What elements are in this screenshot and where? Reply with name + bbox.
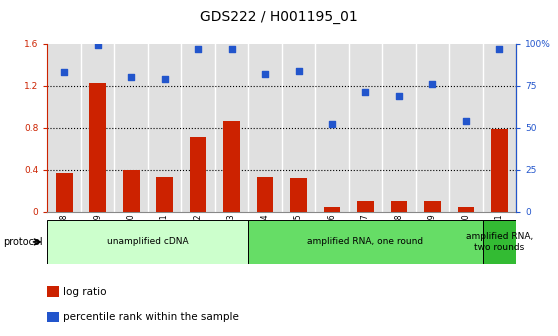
Bar [47, 311, 59, 322]
Bar [382, 44, 416, 212]
Point [261, 71, 270, 77]
Point [395, 93, 403, 98]
Point [227, 46, 236, 51]
Bar [349, 44, 382, 212]
Bar [114, 44, 148, 212]
Bar [248, 220, 483, 264]
Bar [324, 208, 340, 212]
Bar [315, 44, 349, 212]
Text: percentile rank within the sample: percentile rank within the sample [63, 312, 239, 322]
Bar [424, 201, 441, 212]
Bar [282, 44, 315, 212]
Point [495, 46, 504, 51]
Point [60, 70, 69, 75]
Text: GDS222 / H001195_01: GDS222 / H001195_01 [200, 10, 358, 24]
Text: amplified RNA,
two rounds: amplified RNA, two rounds [466, 232, 533, 252]
Bar [357, 201, 374, 212]
Bar [458, 208, 474, 212]
Point [294, 68, 303, 73]
Bar [248, 44, 282, 212]
Bar [483, 220, 516, 264]
Bar [483, 44, 516, 212]
Point [127, 75, 136, 80]
Point [328, 122, 336, 127]
Point [194, 46, 203, 51]
Bar [47, 286, 59, 297]
Bar [190, 137, 206, 212]
Bar [47, 44, 81, 212]
Bar [416, 44, 449, 212]
Bar [215, 44, 248, 212]
Bar [47, 220, 248, 264]
Bar [449, 44, 483, 212]
Text: amplified RNA, one round: amplified RNA, one round [307, 238, 424, 246]
Bar [156, 177, 173, 212]
Bar [89, 83, 106, 212]
Bar [123, 170, 140, 212]
Point [361, 90, 370, 95]
Text: unamplified cDNA: unamplified cDNA [107, 238, 189, 246]
Bar [391, 201, 407, 212]
Bar [56, 173, 73, 212]
Point [428, 81, 437, 87]
Point [461, 118, 470, 124]
Point [93, 43, 102, 48]
Bar [181, 44, 215, 212]
Bar [81, 44, 114, 212]
Bar [257, 177, 273, 212]
Bar [148, 44, 181, 212]
Text: log ratio: log ratio [63, 287, 107, 296]
Bar [223, 121, 240, 212]
Bar [290, 178, 307, 212]
Text: protocol: protocol [3, 237, 42, 247]
Point [160, 76, 169, 82]
Bar [491, 129, 508, 212]
